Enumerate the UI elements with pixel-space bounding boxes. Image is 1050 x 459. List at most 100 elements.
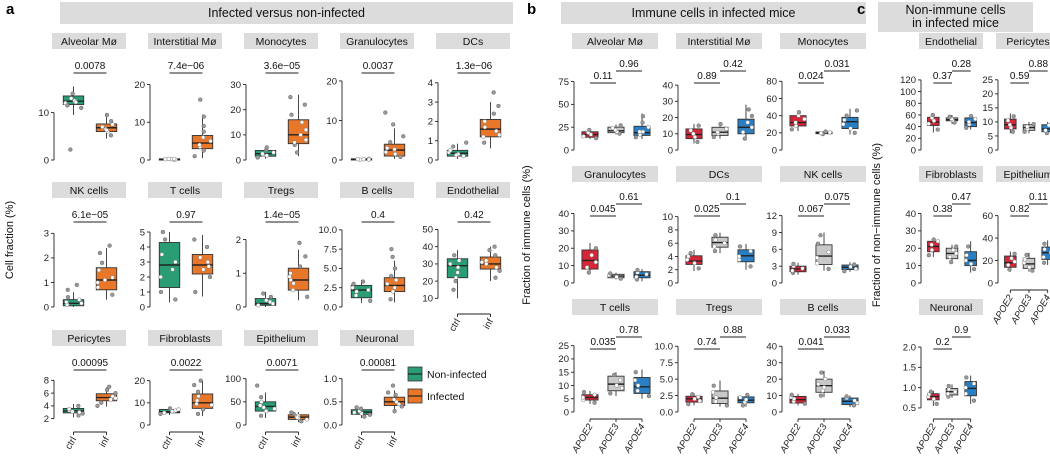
- data-point: [448, 148, 453, 153]
- facet-strip: [244, 33, 318, 49]
- y-tick-label: 0.0: [324, 302, 337, 313]
- pvalue-label: 0.9: [954, 325, 968, 336]
- facet-a-8: B cells 0.0 2.5 5.0 7.5 10.0 0.4: [319, 182, 414, 313]
- data-point: [198, 255, 203, 260]
- data-point: [385, 390, 391, 395]
- y-tick-label: 10: [662, 129, 673, 140]
- y-tick-label: 10: [905, 261, 916, 272]
- data-point: [696, 123, 701, 128]
- data-point: [297, 240, 302, 246]
- data-point: [104, 387, 110, 393]
- data-point: [1041, 255, 1046, 260]
- y-tick-label: 7.5: [324, 244, 337, 255]
- x-tick-label: inf: [290, 435, 305, 450]
- data-point: [201, 129, 206, 134]
- facet-strip: [676, 166, 762, 182]
- data-point: [608, 271, 613, 276]
- data-point: [201, 114, 207, 119]
- data-point: [740, 130, 746, 135]
- facet-b-7: Tregs 0.0 2.5 5.0 7.5 10.0 0.74 0.88 APOE2 APOE3 A…: [655, 299, 762, 456]
- data-point: [581, 134, 586, 139]
- y-tick-label: 20: [558, 354, 569, 365]
- data-point: [302, 102, 307, 107]
- facet-a-2: Monocytes 0 10 20 30 3.6e−05: [230, 33, 318, 166]
- data-point: [482, 140, 487, 145]
- data-point: [618, 123, 623, 128]
- data-point: [966, 119, 972, 125]
- data-point: [581, 389, 587, 395]
- pvalue-label: 0.88: [1029, 59, 1049, 70]
- data-point: [110, 292, 115, 297]
- pvalue-label: 0.0071: [267, 358, 298, 369]
- data-point: [848, 126, 853, 131]
- y-tick-label: 0: [564, 407, 569, 418]
- y-tick-label: 0: [140, 302, 145, 313]
- pvalue-label: 0.0078: [75, 61, 106, 72]
- facet-title: Monocytes: [798, 36, 849, 48]
- facet-strip: [244, 330, 318, 346]
- data-point: [304, 417, 310, 422]
- y-tick-label: 20: [558, 244, 569, 255]
- data-point: [256, 303, 261, 308]
- y-axis-title-a: Cell fraction (%): [4, 201, 16, 279]
- y-tick-label: 6: [44, 388, 49, 399]
- pvalue-label: 0.96: [619, 59, 639, 70]
- data-point: [1009, 256, 1014, 261]
- data-point: [173, 259, 178, 265]
- data-point: [355, 157, 360, 162]
- data-point: [65, 295, 71, 300]
- box-APOE3: [815, 244, 833, 265]
- data-point: [173, 297, 178, 302]
- data-point: [1005, 118, 1011, 123]
- data-point: [461, 153, 466, 159]
- data-point: [255, 155, 260, 160]
- data-point: [193, 289, 198, 295]
- data-point: [198, 97, 203, 102]
- data-point: [814, 255, 820, 260]
- data-point: [362, 414, 367, 419]
- data-point: [289, 112, 294, 117]
- data-point: [696, 394, 701, 400]
- data-point: [481, 134, 486, 139]
- pvalue-label: 0.00095: [72, 358, 109, 369]
- data-point: [491, 111, 496, 116]
- y-tick-label: 40: [905, 122, 916, 133]
- y-tick-label: 20: [326, 76, 337, 87]
- data-point: [95, 285, 101, 290]
- y-tick-label: 120: [900, 75, 916, 86]
- facet-c-1: Pericytes 0 5 10 15 20 25 0.590.88: [982, 33, 1050, 156]
- y-tick-label: 12: [766, 211, 777, 222]
- data-point: [852, 262, 857, 267]
- y-tick-label: 2.0: [903, 342, 916, 353]
- x-tick-label: APOE2: [674, 421, 700, 455]
- data-point: [303, 254, 308, 259]
- data-point: [107, 243, 112, 248]
- y-tick-label: 40: [422, 242, 433, 253]
- y-tick-label: 2: [44, 253, 49, 264]
- pvalue-label: 0.031: [824, 59, 849, 70]
- data-point: [158, 289, 164, 295]
- data-point: [200, 407, 206, 412]
- data-point: [95, 280, 100, 285]
- data-point: [487, 247, 492, 253]
- data-point: [802, 401, 808, 406]
- data-point: [391, 122, 396, 127]
- data-point: [634, 274, 639, 280]
- facet-a-11: Fibroblasts 0 10 20 0.0022 ctrl inf: [134, 330, 222, 451]
- data-point: [1024, 252, 1029, 258]
- pvalue-label: 0.78: [619, 325, 639, 336]
- data-point: [696, 266, 701, 271]
- y-tick-label: 20: [766, 128, 777, 139]
- y-tick-label: 100: [225, 374, 241, 385]
- y-tick-label: 0: [564, 278, 569, 289]
- data-point: [736, 254, 742, 259]
- y-tick-label: 60: [982, 211, 993, 222]
- data-point: [104, 127, 109, 133]
- data-point: [737, 244, 743, 249]
- facet-c-2: Fibroblasts 0 10 20 30 40 0.380.47: [905, 166, 983, 289]
- data-point: [692, 396, 697, 402]
- facet-strip: [52, 330, 126, 346]
- box-inf: [287, 119, 310, 145]
- y-tick-label: 40: [558, 209, 569, 220]
